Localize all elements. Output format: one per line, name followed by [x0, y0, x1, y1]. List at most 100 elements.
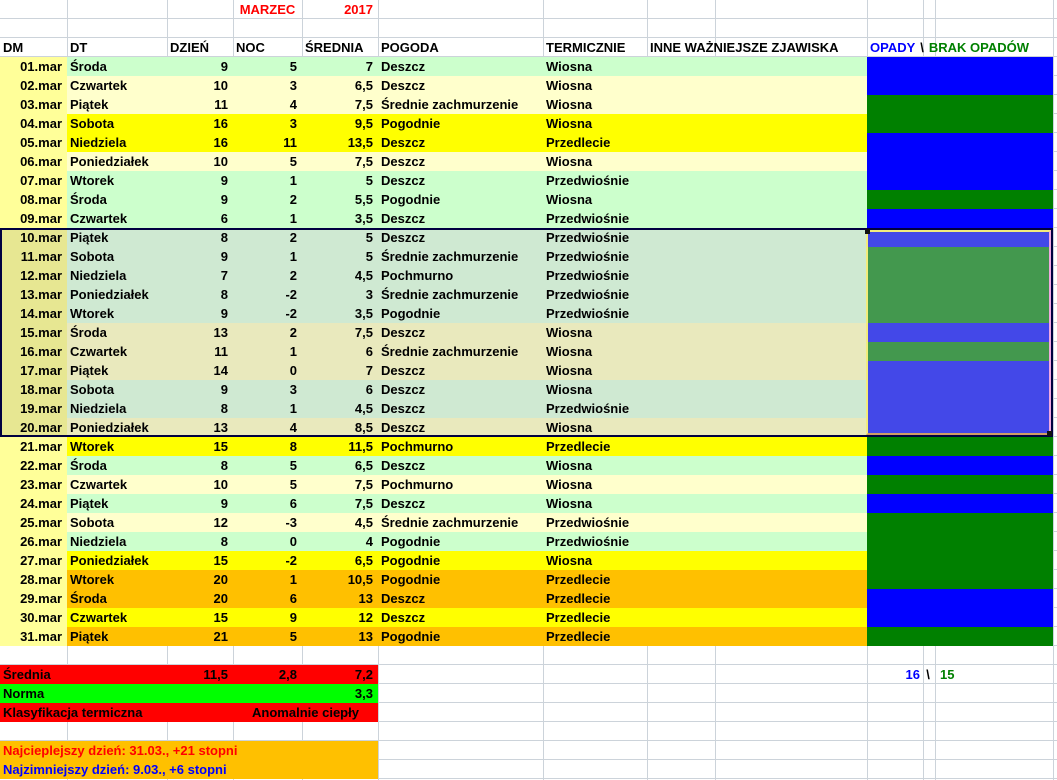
- cell-dzien[interactable]: 15: [167, 551, 233, 570]
- column-header-srednia[interactable]: ŚREDNIA: [305, 40, 364, 55]
- cell-pogoda[interactable]: Pogodnie: [378, 551, 543, 570]
- norma-value[interactable]: 3,3: [354, 686, 373, 701]
- cell-dt[interactable]: Czwartek: [67, 76, 167, 95]
- column-header-pogoda[interactable]: POGODA: [381, 40, 439, 55]
- cell-noc[interactable]: 2: [233, 266, 302, 285]
- cell-dt[interactable]: Środa: [67, 57, 167, 76]
- cell-termicznie[interactable]: Przedwiośnie: [543, 304, 647, 323]
- cell-pogoda[interactable]: Deszcz: [378, 76, 543, 95]
- cell-dm[interactable]: 11.mar: [0, 247, 67, 266]
- cell-dt[interactable]: Czwartek: [67, 475, 167, 494]
- cell-pogoda[interactable]: Deszcz: [378, 380, 543, 399]
- cell-termicznie[interactable]: Wiosna: [543, 342, 647, 361]
- cell-dzien[interactable]: 13: [167, 418, 233, 437]
- cell-termicznie[interactable]: Wiosna: [543, 361, 647, 380]
- cell-termicznie[interactable]: Wiosna: [543, 76, 647, 95]
- cell-srednia[interactable]: 13,5: [302, 133, 378, 152]
- cell-termicznie[interactable]: Przedlecie: [543, 589, 647, 608]
- cell-noc[interactable]: 5: [233, 627, 302, 646]
- cell-dm[interactable]: 14.mar: [0, 304, 67, 323]
- cell-precipitation[interactable]: [867, 190, 1053, 209]
- cell-dt[interactable]: Piątek: [67, 361, 167, 380]
- cell-termicznie[interactable]: Przedwiośnie: [543, 247, 647, 266]
- cell-noc[interactable]: 5: [233, 57, 302, 76]
- cell-dzien[interactable]: 7: [167, 266, 233, 285]
- warmest-day-note[interactable]: Najcieplejszy dzień: 31.03., +21 stopni: [3, 743, 238, 758]
- cell-dzien[interactable]: 20: [167, 589, 233, 608]
- cell-pogoda[interactable]: Deszcz: [378, 228, 543, 247]
- cell-noc[interactable]: 4: [233, 95, 302, 114]
- cell-termicznie[interactable]: Przedlecie: [543, 627, 647, 646]
- cell-dt[interactable]: Poniedziałek: [67, 418, 167, 437]
- cell-dm[interactable]: 31.mar: [0, 627, 67, 646]
- cell-dzien[interactable]: 16: [167, 114, 233, 133]
- cell-srednia[interactable]: 13: [302, 589, 378, 608]
- cell-termicznie[interactable]: Wiosna: [543, 323, 647, 342]
- cell-srednia[interactable]: 4,5: [302, 399, 378, 418]
- cell-dt[interactable]: Poniedziałek: [67, 551, 167, 570]
- cell-termicznie[interactable]: Wiosna: [543, 57, 647, 76]
- cell-dt[interactable]: Środa: [67, 456, 167, 475]
- cell-dt[interactable]: Piątek: [67, 627, 167, 646]
- cell-pogoda[interactable]: Deszcz: [378, 152, 543, 171]
- cell-precipitation[interactable]: [867, 114, 1053, 133]
- cell-dzien[interactable]: 16: [167, 133, 233, 152]
- cell-dzien[interactable]: 10: [167, 475, 233, 494]
- cell-srednia[interactable]: 6: [302, 380, 378, 399]
- cell-dt[interactable]: Czwartek: [67, 342, 167, 361]
- cell-termicznie[interactable]: Wiosna: [543, 114, 647, 133]
- opady-count[interactable]: 16: [905, 667, 920, 682]
- cell-noc[interactable]: -3: [233, 513, 302, 532]
- klasyfikacja-value[interactable]: Anomalnie ciepły: [233, 703, 378, 722]
- cell-pogoda[interactable]: Pogodnie: [378, 304, 543, 323]
- cell-dm[interactable]: 10.mar: [0, 228, 67, 247]
- cell-noc[interactable]: 5: [233, 456, 302, 475]
- cell-zjawiska[interactable]: [647, 570, 867, 589]
- cell-srednia[interactable]: 6,5: [302, 76, 378, 95]
- cell-dt[interactable]: Niedziela: [67, 399, 167, 418]
- cell-srednia[interactable]: 3,5: [302, 209, 378, 228]
- cell-precipitation[interactable]: [867, 247, 1053, 266]
- srednia-label[interactable]: Średnia: [3, 667, 51, 682]
- cell-dzien[interactable]: 8: [167, 456, 233, 475]
- cell-pogoda[interactable]: Pogodnie: [378, 532, 543, 551]
- cell-precipitation[interactable]: [867, 95, 1053, 114]
- cell-dt[interactable]: Sobota: [67, 114, 167, 133]
- cell-dm[interactable]: 01.mar: [0, 57, 67, 76]
- cell-pogoda[interactable]: Deszcz: [378, 418, 543, 437]
- cell-dm[interactable]: 30.mar: [0, 608, 67, 627]
- cell-zjawiska[interactable]: [647, 475, 867, 494]
- cell-precipitation[interactable]: [867, 532, 1053, 551]
- cell-srednia[interactable]: 5,5: [302, 190, 378, 209]
- cell-dt[interactable]: Sobota: [67, 380, 167, 399]
- cell-zjawiska[interactable]: [647, 57, 867, 76]
- cell-precipitation[interactable]: [867, 437, 1053, 456]
- cell-dm[interactable]: 24.mar: [0, 494, 67, 513]
- cell-noc[interactable]: -2: [233, 285, 302, 304]
- cell-dzien[interactable]: 8: [167, 285, 233, 304]
- cell-pogoda[interactable]: Deszcz: [378, 57, 543, 76]
- cell-dm[interactable]: 15.mar: [0, 323, 67, 342]
- cell-dt[interactable]: Sobota: [67, 513, 167, 532]
- cell-noc[interactable]: 2: [233, 190, 302, 209]
- column-header-dt[interactable]: DT: [70, 40, 88, 55]
- cell-precipitation[interactable]: [867, 551, 1053, 570]
- cell-dzien[interactable]: 8: [167, 532, 233, 551]
- cell-precipitation[interactable]: [867, 323, 1053, 342]
- cell-zjawiska[interactable]: [647, 304, 867, 323]
- cell-zjawiska[interactable]: [647, 399, 867, 418]
- cell-dt[interactable]: Poniedziałek: [67, 152, 167, 171]
- cell-pogoda[interactable]: Średnie zachmurzenie: [378, 513, 543, 532]
- cell-noc[interactable]: 4: [233, 418, 302, 437]
- cell-precipitation[interactable]: [867, 475, 1053, 494]
- cell-dm[interactable]: 27.mar: [0, 551, 67, 570]
- column-header-dzien[interactable]: DZIEŃ: [170, 40, 209, 55]
- cell-precipitation[interactable]: [867, 608, 1053, 627]
- cell-zjawiska[interactable]: [647, 361, 867, 380]
- cell-precipitation[interactable]: [867, 418, 1053, 437]
- cell-pogoda[interactable]: Deszcz: [378, 171, 543, 190]
- cell-zjawiska[interactable]: [647, 456, 867, 475]
- cell-termicznie[interactable]: Wiosna: [543, 418, 647, 437]
- cell-pogoda[interactable]: Pochmurno: [378, 437, 543, 456]
- cell-noc[interactable]: 11: [233, 133, 302, 152]
